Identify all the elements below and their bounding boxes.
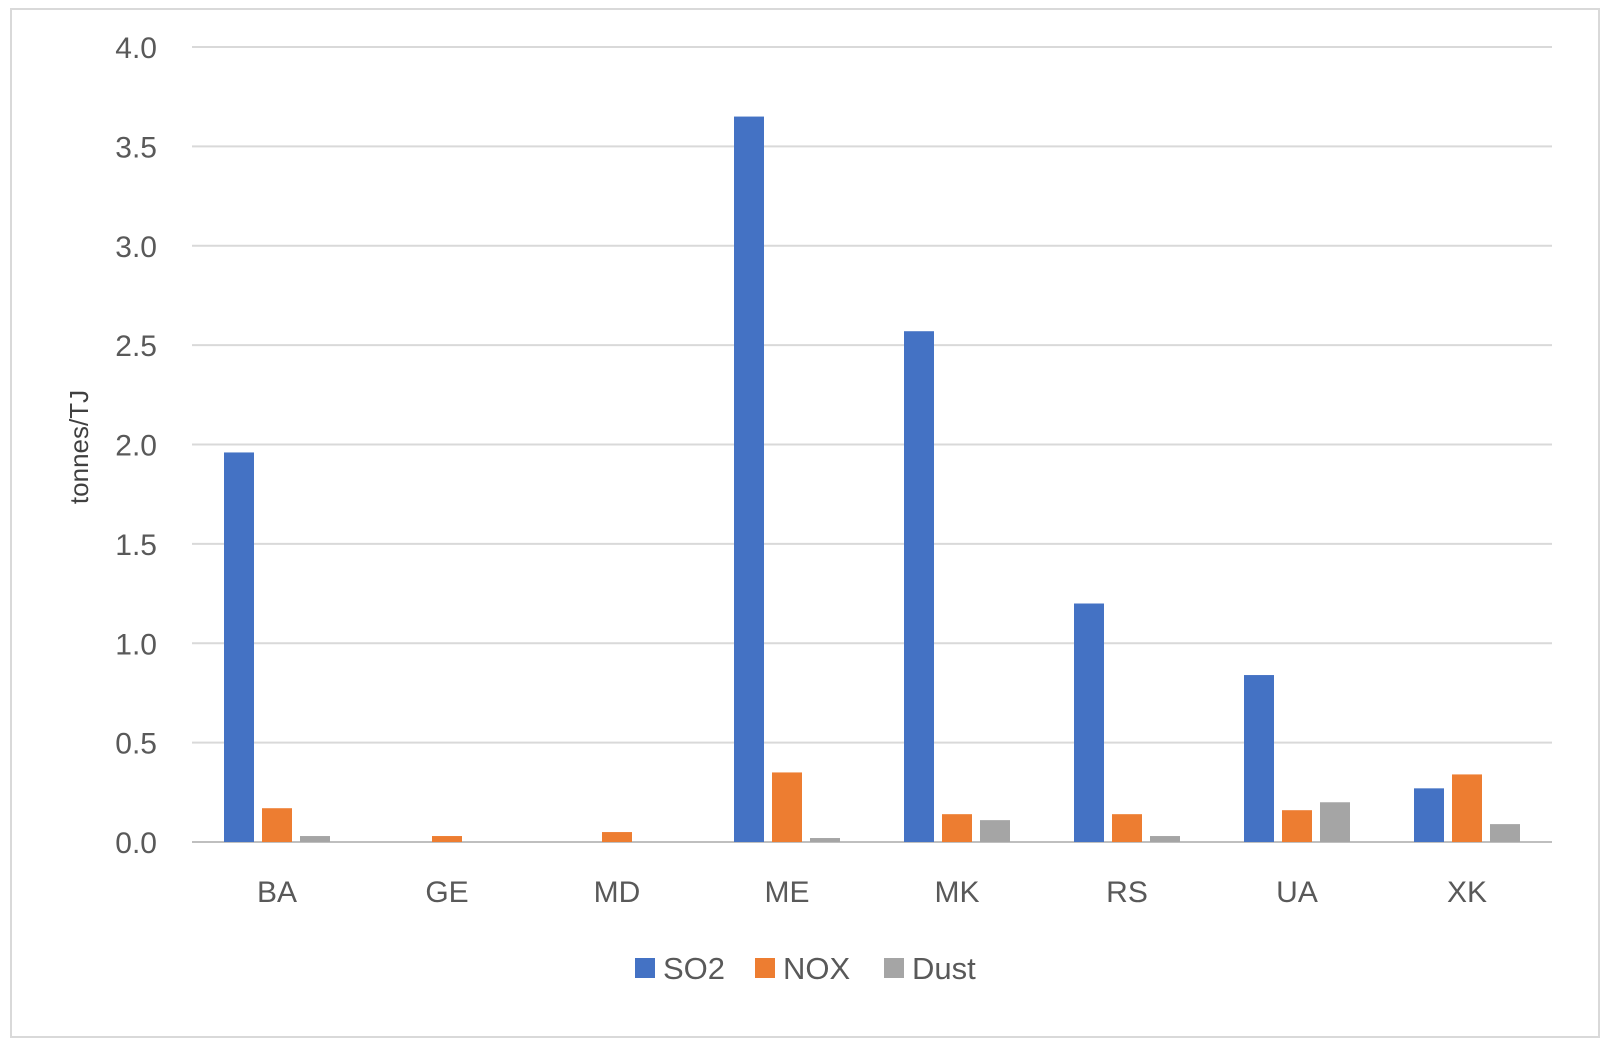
legend: SO2 NOX Dust: [635, 951, 976, 986]
x-tick-label: XK: [1447, 876, 1487, 909]
legend-label-nox: NOX: [783, 951, 851, 986]
bar-dust-rs: [1150, 836, 1180, 842]
x-axis-ticks: BA GE MD ME MK RS UA XK: [257, 876, 1487, 909]
bar-nox-rs: [1112, 814, 1142, 842]
bar-nox-ge: [432, 836, 462, 842]
bar-so2-me: [734, 116, 764, 842]
x-tick-label: BA: [257, 876, 297, 909]
legend-swatch-dust: [884, 958, 904, 978]
bar-nox-md: [602, 832, 632, 842]
bar-dust-mk: [980, 820, 1010, 842]
legend-label-so2: SO2: [663, 951, 725, 986]
y-tick-label: 0.5: [115, 728, 157, 761]
bars: [224, 116, 1520, 842]
y-tick-label: 2.0: [115, 430, 157, 463]
bar-so2-ua: [1244, 675, 1274, 842]
bar-so2-rs: [1074, 603, 1104, 842]
bar-so2-xk: [1414, 788, 1444, 842]
bar-dust-xk: [1490, 824, 1520, 842]
x-tick-label: RS: [1106, 876, 1148, 909]
x-tick-label: GE: [425, 876, 468, 909]
x-tick-label: UA: [1276, 876, 1318, 909]
bar-dust-ua: [1320, 802, 1350, 842]
y-tick-label: 1.0: [115, 628, 157, 661]
y-axis-ticks: 0.0 0.5 1.0 1.5 2.0 2.5 3.0 3.5 4.0: [115, 32, 157, 860]
bar-nox-xk: [1452, 774, 1482, 842]
legend-swatch-so2: [635, 958, 655, 978]
y-tick-label: 1.5: [115, 529, 157, 562]
x-tick-label: MD: [594, 876, 641, 909]
legend-swatch-nox: [755, 958, 775, 978]
bar-nox-mk: [942, 814, 972, 842]
bar-dust-me: [810, 838, 840, 842]
y-tick-label: 2.5: [115, 330, 157, 363]
legend-label-dust: Dust: [912, 951, 976, 986]
y-tick-label: 0.0: [115, 827, 157, 860]
y-axis-title: tonnes/TJ: [64, 390, 94, 504]
bar-nox-me: [772, 772, 802, 842]
x-tick-label: MK: [935, 876, 980, 909]
bar-so2-mk: [904, 331, 934, 842]
gridlines: [192, 46, 1552, 843]
x-tick-label: ME: [765, 876, 810, 909]
bar-nox-ua: [1282, 810, 1312, 842]
bar-nox-ba: [262, 808, 292, 842]
bar-dust-ba: [300, 836, 330, 842]
bar-so2-ba: [224, 452, 254, 842]
y-tick-label: 4.0: [115, 32, 157, 65]
y-tick-label: 3.0: [115, 231, 157, 264]
y-tick-label: 3.5: [115, 131, 157, 164]
chart-frame: [10, 8, 1600, 1038]
